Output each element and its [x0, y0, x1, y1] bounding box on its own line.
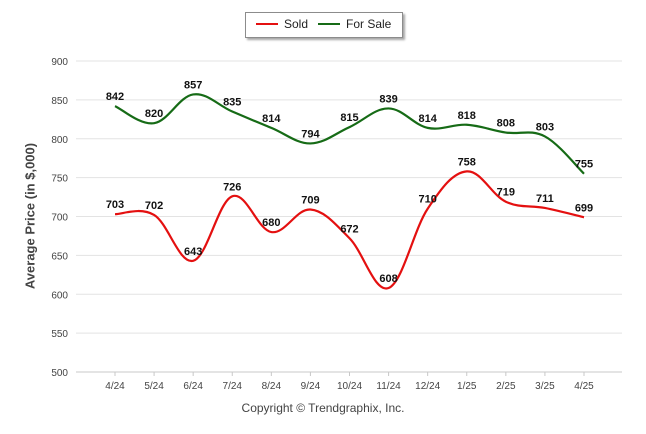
copyright-footer: Copyright © Trendgraphix, Inc.: [241, 401, 405, 415]
data-label-sold-4: 680: [262, 217, 280, 229]
x-tick-label-1/25: 1/25: [457, 381, 477, 392]
data-label-sold-1: 702: [145, 200, 163, 212]
data-label-sold-3: 726: [223, 181, 241, 193]
data-label-for-sale-10: 808: [497, 118, 515, 130]
x-tick-label-11/24: 11/24: [376, 381, 401, 392]
data-label-for-sale-8: 814: [418, 113, 437, 125]
y-tick-label-800: 800: [51, 135, 68, 146]
legend-item-for-sale[interactable]: For Sale: [318, 17, 391, 31]
data-label-for-sale-0: 842: [106, 91, 124, 103]
data-label-sold-0: 703: [106, 199, 124, 211]
data-label-sold-9: 758: [458, 156, 476, 168]
legend-label-sold: Sold: [284, 17, 309, 31]
x-tick-label-9/24: 9/24: [301, 381, 321, 392]
legend: Sold For Sale: [245, 12, 403, 38]
data-label-for-sale-6: 815: [340, 112, 358, 124]
y-axis-label: Average Price (in $,000): [22, 142, 38, 290]
y-tick-label-750: 750: [51, 174, 68, 185]
data-label-for-sale-12: 755: [575, 159, 593, 171]
data-label-sold-5: 709: [301, 195, 319, 207]
y-tick-label-600: 600: [51, 290, 68, 301]
data-label-sold-6: 672: [340, 223, 358, 235]
data-label-for-sale-2: 857: [184, 79, 202, 91]
data-label-sold-12: 699: [575, 202, 593, 214]
data-label-for-sale-7: 839: [379, 93, 397, 105]
legend-swatch-sold: [256, 23, 278, 25]
data-label-for-sale-3: 835: [223, 97, 241, 109]
x-tick-label-7/24: 7/24: [223, 381, 243, 392]
x-tick-label-10/24: 10/24: [337, 381, 362, 392]
data-label-sold-8: 710: [418, 194, 436, 206]
legend-item-sold[interactable]: Sold: [256, 17, 308, 31]
legend-swatch-for-sale: [318, 23, 340, 25]
data-label-for-sale-1: 820: [145, 108, 163, 120]
x-tick-label-4/25: 4/25: [574, 381, 594, 392]
data-label-sold-10: 719: [497, 187, 515, 199]
x-tick-label-8/24: 8/24: [262, 381, 282, 392]
y-tick-label-700: 700: [51, 213, 68, 224]
x-tick-label-6/24: 6/24: [183, 381, 203, 392]
data-label-for-sale-11: 803: [536, 121, 554, 133]
y-tick-label-900: 900: [51, 57, 68, 68]
x-tick-label-5/24: 5/24: [144, 381, 164, 392]
x-tick-label-3/25: 3/25: [535, 381, 555, 392]
data-label-for-sale-9: 818: [458, 110, 476, 122]
y-tick-label-550: 550: [51, 329, 68, 340]
y-tick-label-650: 650: [51, 251, 68, 262]
series-line-for-sale: [114, 93, 585, 175]
data-label-for-sale-5: 794: [301, 128, 320, 140]
x-tick-label-12/24: 12/24: [415, 381, 440, 392]
x-tick-label-4/24: 4/24: [105, 381, 125, 392]
x-tick-label-2/25: 2/25: [496, 381, 516, 392]
data-label-sold-2: 643: [184, 246, 202, 258]
series-line-sold: [114, 170, 585, 290]
data-label-for-sale-4: 814: [262, 113, 281, 125]
data-label-sold-7: 608: [379, 273, 397, 285]
y-tick-label-500: 500: [51, 368, 68, 379]
data-label-sold-11: 711: [536, 193, 554, 205]
y-tick-label-850: 850: [51, 96, 68, 107]
legend-label-for-sale: For Sale: [346, 17, 392, 31]
